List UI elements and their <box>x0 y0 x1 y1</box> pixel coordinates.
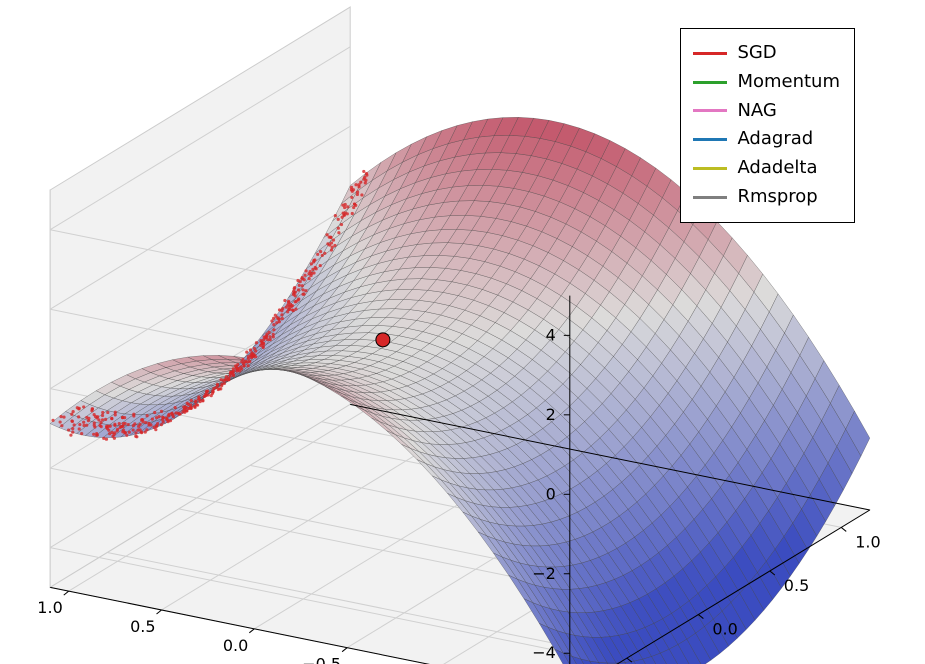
svg-text:1.0: 1.0 <box>855 532 880 551</box>
legend-swatch <box>693 196 727 199</box>
legend-item-sgd: SGD <box>693 39 840 68</box>
legend-label: SGD <box>737 39 776 68</box>
legend-swatch <box>693 138 727 141</box>
legend-item-adagrad: Adagrad <box>693 125 840 154</box>
svg-text:0.0: 0.0 <box>712 620 737 639</box>
legend-label: Momentum <box>737 68 840 97</box>
svg-text:0: 0 <box>546 484 556 503</box>
legend-item-nag: NAG <box>693 97 840 126</box>
svg-text:4: 4 <box>546 325 556 344</box>
legend-label: Adagrad <box>737 125 813 154</box>
legend-label: NAG <box>737 97 776 126</box>
legend-item-adadelta: Adadelta <box>693 154 840 183</box>
legend-item-momentum: Momentum <box>693 68 840 97</box>
svg-text:0.5: 0.5 <box>130 617 155 636</box>
legend-label: Adadelta <box>737 154 817 183</box>
svg-text:−4: −4 <box>532 643 556 662</box>
svg-text:−2: −2 <box>532 564 556 583</box>
svg-text:1.0: 1.0 <box>37 598 62 617</box>
svg-text:0.5: 0.5 <box>784 576 809 595</box>
svg-text:2: 2 <box>546 405 556 424</box>
legend: SGD Momentum NAG Adagrad Adadelta Rmspro… <box>680 28 855 223</box>
legend-swatch <box>693 167 727 170</box>
svg-text:−0.5: −0.5 <box>302 655 341 664</box>
legend-label: Rmsprop <box>737 183 817 212</box>
svg-text:0.0: 0.0 <box>223 636 248 655</box>
legend-swatch <box>693 109 727 112</box>
legend-swatch <box>693 52 727 55</box>
center-marker <box>376 333 390 347</box>
chart-container: 420−2−41.00.50.0−0.51.00.50.0−0.5−1.0−1.… <box>0 0 925 664</box>
legend-swatch <box>693 81 727 84</box>
legend-item-rmsprop: Rmsprop <box>693 183 840 212</box>
